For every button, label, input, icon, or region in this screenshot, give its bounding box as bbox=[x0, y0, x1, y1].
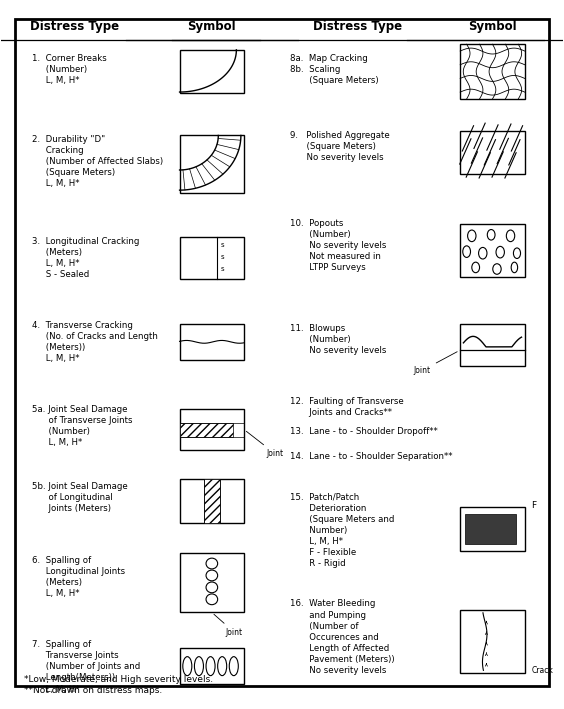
Ellipse shape bbox=[487, 230, 495, 240]
Text: 12.  Faulting of Transverse
       Joints and Cracks**: 12. Faulting of Transverse Joints and Cr… bbox=[290, 396, 404, 417]
Ellipse shape bbox=[218, 657, 227, 676]
Ellipse shape bbox=[183, 657, 192, 676]
Ellipse shape bbox=[206, 558, 218, 569]
Bar bbox=[179, 648, 244, 684]
Ellipse shape bbox=[463, 246, 470, 257]
Bar bbox=[179, 323, 244, 360]
Text: 2.  Durability "D"
     Cracking
     (Number of Affected Slabs)
     (Square Me: 2. Durability "D" Cracking (Number of Af… bbox=[32, 135, 164, 188]
Text: 4.  Transverse Cracking
     (No. of Cracks and Length
     (Meters))
     L, M,: 4. Transverse Cracking (No. of Cracks an… bbox=[32, 320, 158, 363]
Bar bbox=[460, 508, 525, 551]
Text: 9.   Polished Aggregate
      (Square Meters)
      No severity levels: 9. Polished Aggregate (Square Meters) No… bbox=[290, 131, 390, 162]
Bar bbox=[179, 50, 244, 94]
Text: 10.  Popouts
       (Number)
       No severity levels
       Not measured in
  : 10. Popouts (Number) No severity levels … bbox=[290, 219, 387, 272]
Bar bbox=[179, 135, 244, 193]
Text: 16.  Water Bleeding
       and Pumping
       (Number of
       Occurences and
 : 16. Water Bleeding and Pumping (Number o… bbox=[290, 599, 395, 675]
Ellipse shape bbox=[206, 582, 218, 593]
Text: s: s bbox=[221, 266, 224, 272]
Text: 7.  Spalling of
     Transverse Joints
     (Number of Joints and
     Length(Me: 7. Spalling of Transverse Joints (Number… bbox=[32, 640, 140, 693]
Text: Distress Type: Distress Type bbox=[313, 20, 402, 33]
Ellipse shape bbox=[206, 570, 218, 581]
Text: 6.  Spalling of
     Longitudinal Joints
     (Meters)
     L, M, H*: 6. Spalling of Longitudinal Joints (Mete… bbox=[32, 556, 125, 598]
Bar bbox=[465, 514, 515, 545]
Text: 13.  Lane - to - Shoulder Dropoff**: 13. Lane - to - Shoulder Dropoff** bbox=[290, 428, 438, 437]
Ellipse shape bbox=[230, 657, 239, 676]
Ellipse shape bbox=[472, 262, 479, 273]
Bar bbox=[204, 479, 219, 523]
Text: 5b. Joint Seal Damage
      of Longitudinal
      Joints (Meters): 5b. Joint Seal Damage of Longitudinal Jo… bbox=[32, 482, 128, 513]
Text: 1.  Corner Breaks
     (Number)
     L, M, H*: 1. Corner Breaks (Number) L, M, H* bbox=[32, 54, 107, 85]
Text: Joint: Joint bbox=[214, 614, 243, 637]
Ellipse shape bbox=[206, 657, 215, 676]
Bar bbox=[179, 553, 244, 613]
Text: F: F bbox=[531, 501, 536, 510]
Text: 15.  Patch/Patch
       Deterioration
       (Square Meters and
       Number)
 : 15. Patch/Patch Deterioration (Square Me… bbox=[290, 493, 395, 569]
Text: s: s bbox=[221, 254, 224, 259]
Bar bbox=[460, 610, 525, 673]
Bar bbox=[460, 44, 525, 99]
Ellipse shape bbox=[506, 230, 515, 242]
Text: Symbol: Symbol bbox=[188, 20, 236, 33]
Text: Joint: Joint bbox=[414, 352, 457, 375]
Bar bbox=[179, 237, 244, 279]
Text: Joint: Joint bbox=[246, 431, 284, 458]
Bar bbox=[179, 479, 244, 523]
Text: Crack: Crack bbox=[531, 666, 553, 674]
Text: s: s bbox=[221, 242, 224, 248]
Text: 8a.  Map Cracking
8b.  Scaling
       (Square Meters): 8a. Map Cracking 8b. Scaling (Square Met… bbox=[290, 54, 379, 85]
Text: 3.  Longitudinal Cracking
     (Meters)
     L, M, H*
     S - Sealed: 3. Longitudinal Cracking (Meters) L, M, … bbox=[32, 237, 140, 279]
Text: *Low, Moderate, and High severity levels.: *Low, Moderate, and High severity levels… bbox=[24, 675, 213, 684]
Text: Symbol: Symbol bbox=[468, 20, 517, 33]
Ellipse shape bbox=[513, 248, 521, 259]
Ellipse shape bbox=[206, 594, 218, 605]
Ellipse shape bbox=[468, 230, 476, 242]
Bar bbox=[460, 324, 525, 367]
Ellipse shape bbox=[479, 247, 487, 259]
Text: Distress Type: Distress Type bbox=[30, 20, 119, 33]
Text: 11.  Blowups
       (Number)
       No severity levels: 11. Blowups (Number) No severity levels bbox=[290, 324, 387, 355]
Text: 5a. Joint Seal Damage
      of Transverse Joints
      (Number)
      L, M, H*: 5a. Joint Seal Damage of Transverse Join… bbox=[32, 405, 133, 447]
Ellipse shape bbox=[195, 657, 204, 676]
Bar bbox=[179, 409, 244, 450]
Bar bbox=[460, 130, 525, 174]
Ellipse shape bbox=[496, 246, 504, 258]
Text: 14.  Lane - to - Shoulder Separation**: 14. Lane - to - Shoulder Separation** bbox=[290, 452, 453, 461]
Ellipse shape bbox=[511, 262, 518, 273]
Text: **Not drawn on distress maps.: **Not drawn on distress maps. bbox=[24, 686, 162, 696]
Bar bbox=[179, 423, 232, 437]
Ellipse shape bbox=[493, 264, 501, 274]
Bar bbox=[460, 224, 525, 277]
